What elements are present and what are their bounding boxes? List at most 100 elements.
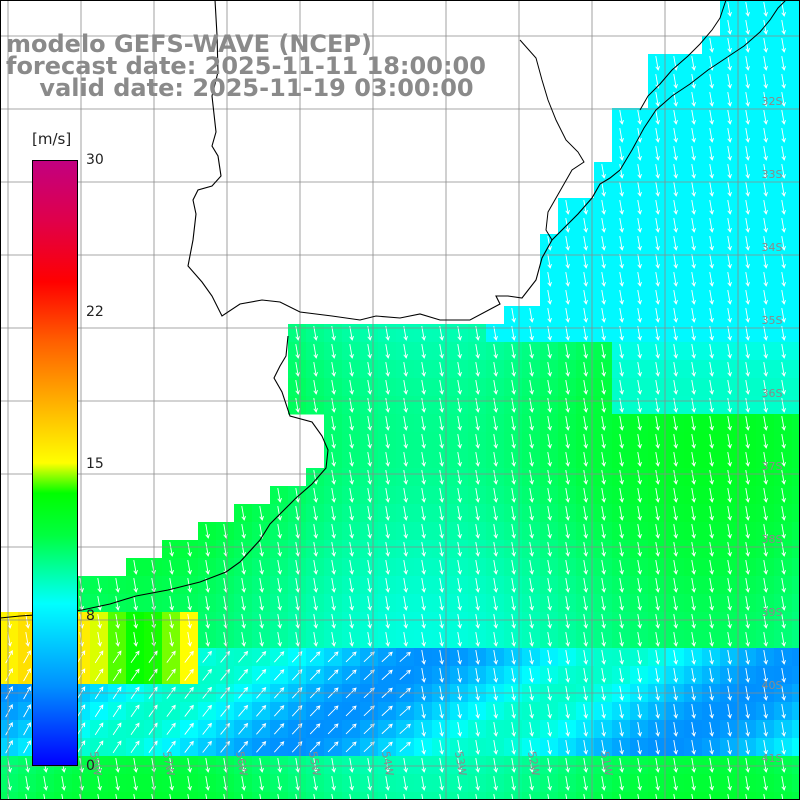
wind-arrow xyxy=(691,398,696,413)
wind-arrow xyxy=(475,524,480,539)
wind-arrow xyxy=(511,434,516,449)
wind-arrow xyxy=(601,668,606,683)
wind-arrow xyxy=(637,146,642,161)
wind-arrow xyxy=(331,362,336,377)
wind-arrow xyxy=(727,74,732,89)
wind-arrow xyxy=(529,416,534,431)
wind-arrow xyxy=(781,344,786,359)
wind-arrow xyxy=(475,398,480,413)
wind-arrow xyxy=(403,524,408,539)
wind-arrow xyxy=(547,668,552,683)
wind-arrow xyxy=(94,704,104,718)
wind-arrow xyxy=(781,308,786,323)
wind-arrow xyxy=(727,452,732,467)
wind-arrow xyxy=(709,200,714,215)
wind-arrow xyxy=(547,704,552,719)
wind-cell xyxy=(306,792,325,800)
wind-arrow xyxy=(421,506,426,521)
wind-arrow xyxy=(601,326,606,341)
wind-arrow xyxy=(763,56,768,71)
wind-arrow xyxy=(565,272,570,287)
wind-arrow xyxy=(97,614,102,629)
wind-arrow xyxy=(475,362,480,377)
wind-arrow xyxy=(5,722,13,736)
wind-arrow xyxy=(655,128,660,143)
wind-arrow xyxy=(421,650,426,665)
wind-arrow xyxy=(745,776,750,791)
wind-arrow xyxy=(655,290,660,305)
wind-arrow xyxy=(511,308,516,323)
wind-arrow xyxy=(619,488,624,503)
wind-arrow xyxy=(745,506,750,521)
wind-arrow xyxy=(241,614,246,629)
wind-arrow xyxy=(313,398,318,413)
wind-arrow xyxy=(547,524,552,539)
wind-arrow xyxy=(745,236,750,251)
wind-arrow xyxy=(583,560,588,575)
wind-arrow xyxy=(637,542,642,557)
wind-arrow xyxy=(601,272,606,287)
wind-arrow xyxy=(565,506,570,521)
wind-arrow xyxy=(256,705,267,717)
wind-arrow xyxy=(184,668,194,681)
latitude-label: 41S xyxy=(762,752,783,765)
wind-arrow xyxy=(781,218,786,233)
wind-arrow xyxy=(23,650,31,664)
wind-arrow xyxy=(601,704,606,719)
wind-arrow xyxy=(601,740,606,755)
wind-arrow xyxy=(655,650,660,665)
wind-arrow xyxy=(565,290,570,305)
wind-arrow xyxy=(691,704,696,719)
wind-arrow xyxy=(619,362,624,377)
wind-arrow xyxy=(529,758,534,773)
wind-arrow xyxy=(133,560,138,575)
wind-arrow xyxy=(709,776,714,791)
wind-arrow xyxy=(381,741,393,753)
wind-arrow xyxy=(205,794,208,800)
wind-arrow xyxy=(385,470,390,485)
wind-arrow xyxy=(349,398,354,413)
wind-arrow xyxy=(781,38,786,53)
wind-arrow xyxy=(781,722,786,737)
wind-cell xyxy=(180,792,199,800)
wind-arrow xyxy=(295,524,300,539)
wind-cell xyxy=(702,792,721,800)
wind-arrow xyxy=(619,218,624,233)
wind-arrow xyxy=(745,326,750,341)
wind-arrow xyxy=(637,596,642,611)
wind-arrow xyxy=(223,794,226,800)
wind-cell xyxy=(504,792,523,800)
wind-arrow xyxy=(601,254,606,269)
wind-arrow xyxy=(79,794,82,800)
wind-arrow xyxy=(709,308,714,323)
wind-arrow xyxy=(457,470,462,485)
wind-arrow xyxy=(259,632,264,647)
wind-arrow xyxy=(763,182,768,197)
wind-arrow xyxy=(583,272,588,287)
wind-arrow xyxy=(691,452,696,467)
wind-arrow xyxy=(403,506,408,521)
wind-arrow xyxy=(529,776,534,791)
wind-arrow xyxy=(331,488,336,503)
wind-arrow xyxy=(94,650,104,664)
wind-arrow xyxy=(313,344,318,359)
wind-arrow xyxy=(745,344,750,359)
wind-arrow xyxy=(367,578,372,593)
wind-arrow xyxy=(691,740,696,755)
wind-arrow xyxy=(637,362,642,377)
wind-arrow xyxy=(709,704,714,719)
wind-arrow xyxy=(673,110,678,125)
wind-arrow xyxy=(547,470,552,485)
wind-arrow xyxy=(709,182,714,197)
wind-arrow xyxy=(457,632,462,647)
wind-arrow xyxy=(619,542,624,557)
wind-arrow xyxy=(295,776,300,791)
wind-arrow xyxy=(709,470,714,485)
wind-arrow xyxy=(385,362,390,377)
wind-arrow xyxy=(97,776,102,791)
wind-arrow xyxy=(655,164,660,179)
wind-arrow xyxy=(601,452,606,467)
wind-arrow xyxy=(475,632,480,647)
wind-arrow xyxy=(601,434,606,449)
wind-arrow xyxy=(565,416,570,431)
